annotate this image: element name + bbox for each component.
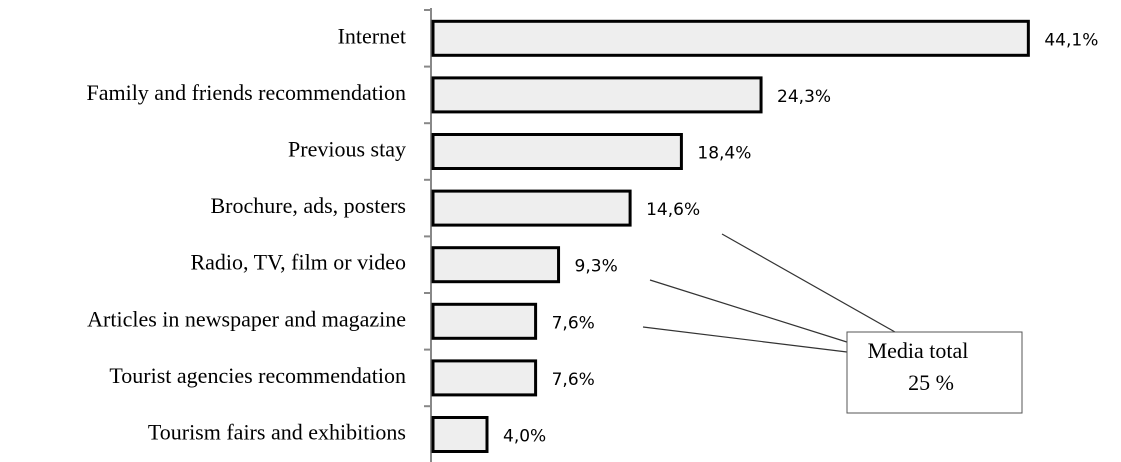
category-label: Brochure, ads, posters xyxy=(210,193,406,218)
bar xyxy=(431,302,538,340)
bar xyxy=(431,359,538,397)
leader-line xyxy=(642,326,848,353)
category-label: Articles in newspaper and magazine xyxy=(87,306,406,331)
category-label: Tourist agencies recommendation xyxy=(109,363,406,388)
bar xyxy=(431,189,632,227)
category-label: Radio, TV, film or video xyxy=(190,250,406,275)
value-label: 14,6% xyxy=(646,200,700,220)
category-label: Internet xyxy=(338,23,406,48)
bar xyxy=(431,76,763,114)
value-label: 7,6% xyxy=(552,313,595,333)
annotation-text: Media total xyxy=(868,338,969,363)
leader-line xyxy=(721,233,896,333)
value-label: 18,4% xyxy=(697,144,751,164)
value-label: 24,3% xyxy=(777,87,831,107)
annotation-box xyxy=(846,331,1023,414)
bar xyxy=(431,133,683,170)
category-label: Family and friends recommendation xyxy=(86,80,406,105)
category-label: Tourism fairs and exhibitions xyxy=(148,420,406,445)
annotation-text: 25 % xyxy=(908,370,954,395)
leader-lines xyxy=(642,233,896,353)
bar xyxy=(431,416,489,453)
value-label: 44,1% xyxy=(1044,30,1098,50)
value-label: 9,3% xyxy=(575,257,618,277)
value-label: 7,6% xyxy=(552,370,595,390)
leader-line xyxy=(649,279,851,344)
category-label: Previous stay xyxy=(288,137,406,162)
value-label: 4,0% xyxy=(503,427,546,447)
bar xyxy=(431,19,1030,57)
bar xyxy=(431,246,561,284)
